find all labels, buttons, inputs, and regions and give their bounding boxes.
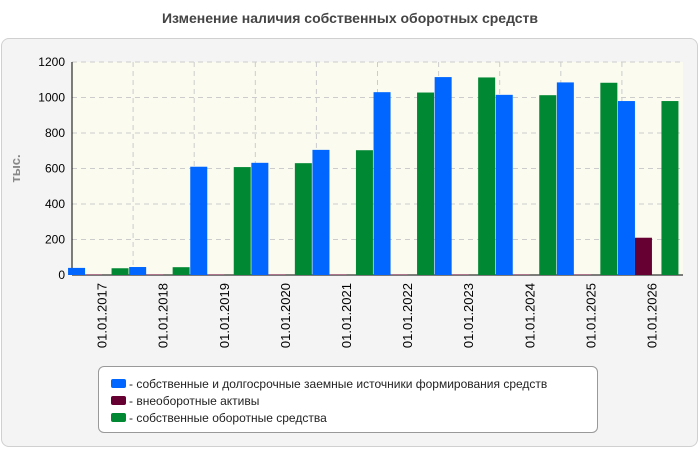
bar-noncurrent-assets <box>146 274 164 275</box>
bar-working-capital <box>478 77 496 275</box>
bar-noncurrent-assets <box>451 274 469 275</box>
bar-noncurrent-assets <box>207 274 225 275</box>
x-tick-label: 01.01.2026 <box>644 283 659 348</box>
bar-sources <box>434 77 452 276</box>
bar-noncurrent-assets <box>634 237 652 275</box>
legend-swatch-noncurrent-assets <box>111 396 126 405</box>
legend-label-noncurrent-assets: - внеоборотные активы <box>129 393 260 408</box>
x-tick-label: 01.01.2019 <box>217 283 232 348</box>
bar-noncurrent-assets <box>512 274 530 275</box>
bar-working-capital <box>661 101 679 275</box>
x-tick-label: 01.01.2021 <box>339 283 354 348</box>
bar-sources <box>68 267 86 275</box>
y-tick-label: 1200 <box>38 55 65 69</box>
chart-title: Изменение наличия собственных оборотных … <box>161 10 539 26</box>
bar-noncurrent-assets <box>329 274 347 275</box>
legend-label-working-capital: - собственные оборотные средства <box>129 410 327 425</box>
bar-sources <box>312 149 330 275</box>
y-tick-label: 200 <box>45 233 65 247</box>
legend-swatch-sources <box>111 379 126 388</box>
bar-noncurrent-assets <box>390 274 408 275</box>
legend-item-noncurrent-assets: - внеоборотные активы <box>111 392 597 409</box>
legend-label-sources: - собственные и долгосрочные заемные ист… <box>129 376 548 391</box>
x-tick-label: 01.01.2022 <box>400 283 415 348</box>
x-tick-label: 01.01.2018 <box>156 283 171 348</box>
chart-legend: - собственные и долгосрочные заемные ист… <box>98 366 598 433</box>
bar-sources <box>251 162 269 275</box>
y-tick-label: 1000 <box>38 91 65 105</box>
x-tick-label: 01.01.2023 <box>461 283 476 348</box>
bar-noncurrent-assets <box>85 274 103 275</box>
bar-sources <box>617 101 635 275</box>
legend-swatch-working-capital <box>111 413 126 422</box>
bar-working-capital <box>172 267 190 275</box>
x-tick-label: 01.01.2024 <box>522 283 537 348</box>
bar-working-capital <box>111 268 129 275</box>
bar-sources <box>556 82 574 275</box>
y-tick-label: 800 <box>45 126 65 140</box>
bar-sources <box>495 94 513 276</box>
bar-working-capital <box>294 163 312 275</box>
y-tick-label: 400 <box>45 197 65 211</box>
y-tick-label: 600 <box>45 162 65 176</box>
bar-working-capital <box>417 92 435 275</box>
y-axis-title: тыс. <box>8 154 23 182</box>
bar-working-capital <box>600 82 618 275</box>
bar-noncurrent-assets <box>268 274 286 275</box>
bar-working-capital <box>233 167 251 275</box>
bar-sources <box>373 92 391 275</box>
x-tick-label: 01.01.2025 <box>583 283 598 348</box>
bar-working-capital <box>355 150 373 275</box>
x-tick-label: 01.01.2020 <box>278 283 293 348</box>
legend-item-working-capital: - собственные оборотные средства <box>111 409 597 426</box>
bar-sources <box>190 166 208 275</box>
bar-working-capital <box>539 95 557 275</box>
x-tick-label: 01.01.2017 <box>95 283 110 348</box>
bar-noncurrent-assets <box>573 274 591 275</box>
bar-sources <box>129 267 147 275</box>
y-tick-label: 0 <box>58 268 65 282</box>
legend-item-sources: - собственные и долгосрочные заемные ист… <box>111 375 597 392</box>
